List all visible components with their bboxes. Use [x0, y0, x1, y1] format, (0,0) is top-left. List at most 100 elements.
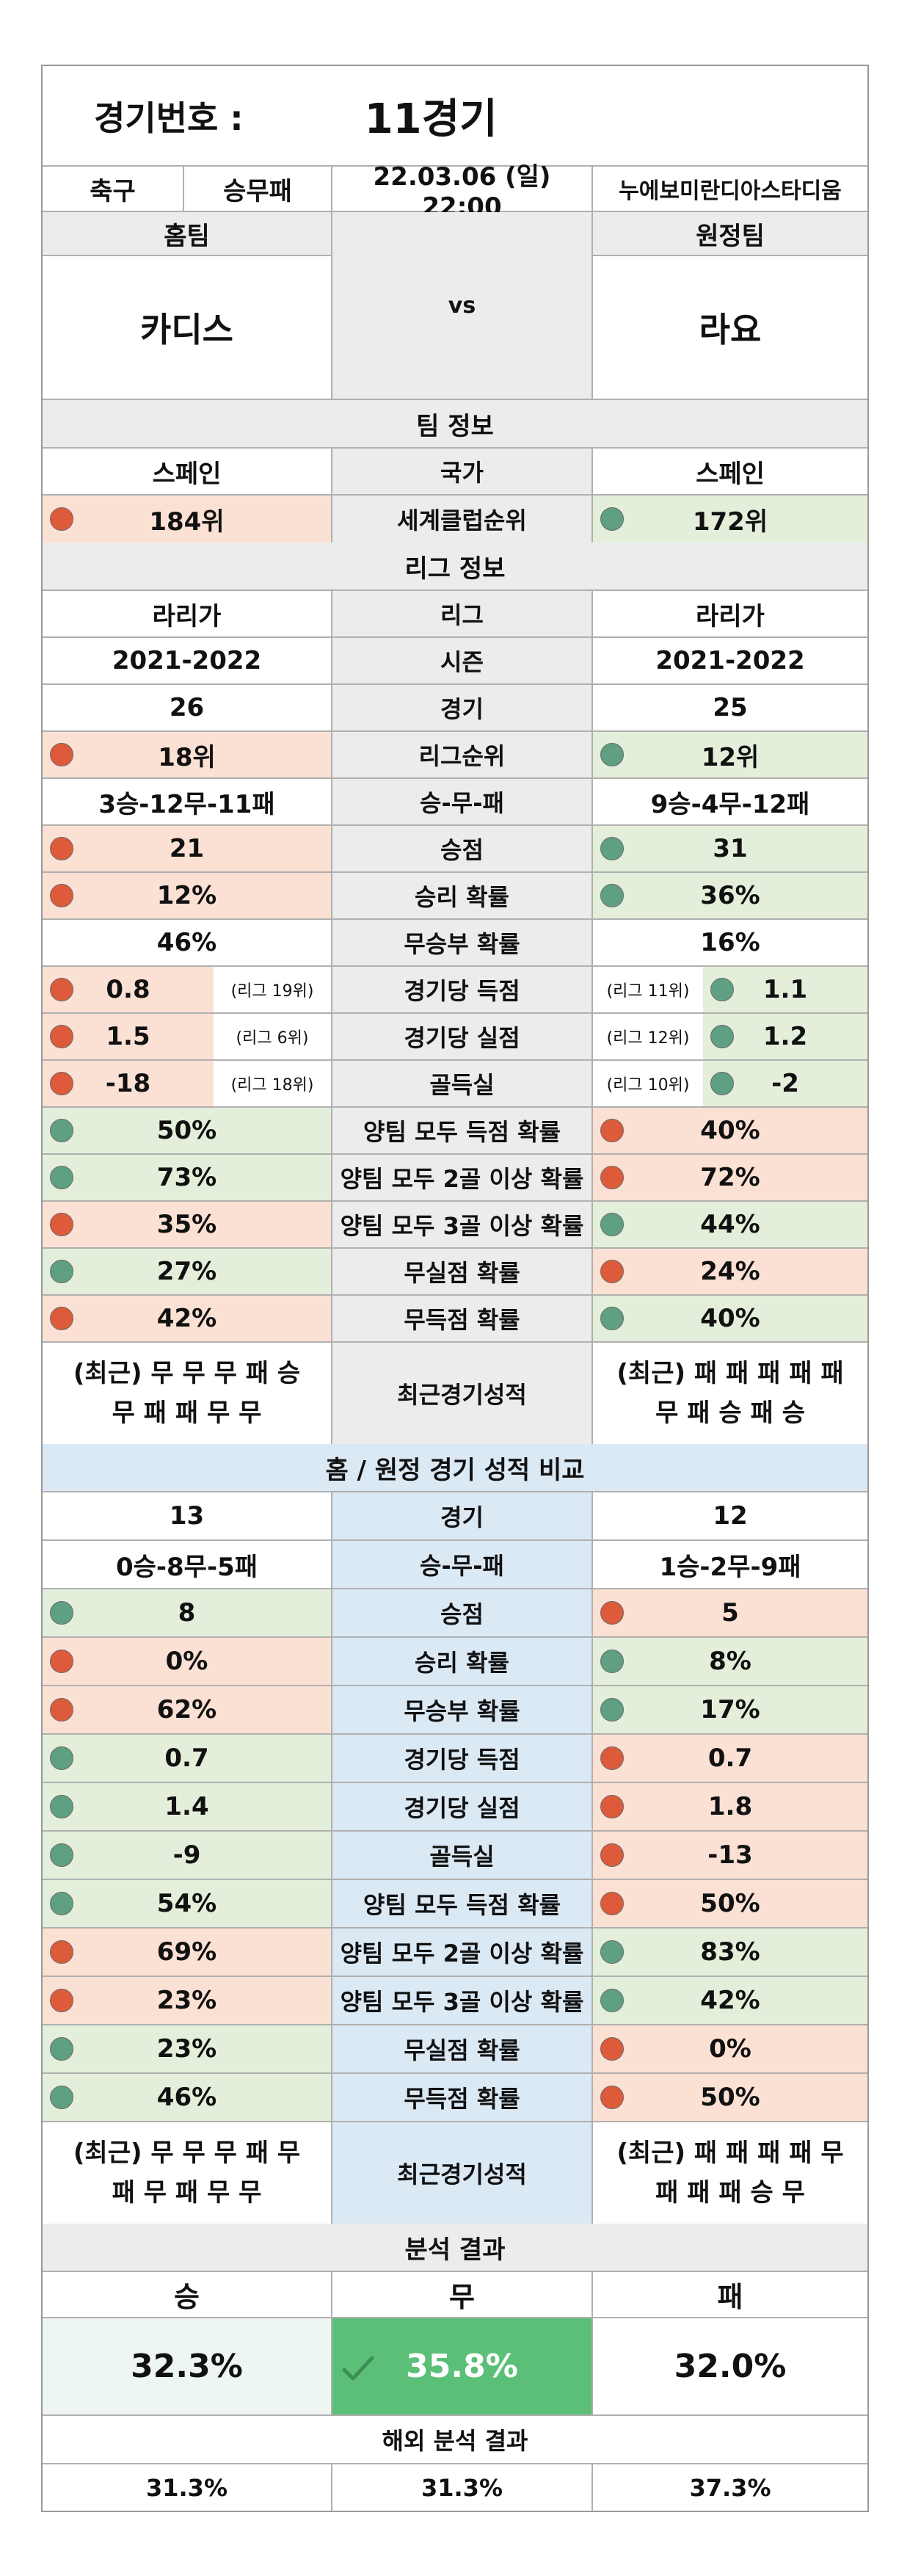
away-recent-line2: 무 패 승 패 승 [655, 1398, 805, 1428]
home-value: 12% [156, 881, 217, 910]
home-value-indicator-dot [50, 1119, 73, 1142]
away-team-label: 원정팀 [593, 212, 867, 256]
away-league-rank: (리그 11위) [593, 967, 703, 1012]
home-value: 50% [156, 1116, 217, 1145]
home-value: 0승-8무-5패 [115, 1552, 258, 1582]
away-value: 83% [700, 1937, 760, 1967]
league_info.rows-row: 46% 무승부 확률 16% [43, 920, 867, 967]
home-league-rank: (리그 6위) [214, 1014, 331, 1059]
home-split-main: 1.5 [43, 1014, 214, 1059]
away-split-cell: (리그 11위) 1.1 [593, 967, 867, 1012]
row-label: 양팀 모두 3골 이상 확률 [332, 1202, 593, 1247]
away-value: 1.1 [762, 975, 808, 1004]
away-value-cell: 36% [593, 873, 867, 918]
home-value-cell: 라리가 [43, 591, 332, 636]
home-value: 54% [156, 1889, 217, 1918]
home-value: -18 [105, 1069, 151, 1098]
away-value-indicator-dot [600, 1892, 624, 1915]
away-league-rank: (리그 10위) [593, 1061, 703, 1106]
away-value: 1.2 [762, 1022, 808, 1051]
home-recent-line1: (최근) 무 무 무 패 승 [73, 1359, 301, 1388]
away-value: 12위 [701, 742, 760, 772]
home-split-main: -18 [43, 1061, 214, 1106]
away-value-cell: 2021-2022 [593, 638, 867, 683]
win-label: 승 [43, 2272, 332, 2317]
away-value-cell: 44% [593, 1202, 867, 1247]
home-value-indicator-dot [50, 1166, 73, 1189]
home-indicator-dot [50, 1025, 73, 1048]
away-split-main: -2 [703, 1061, 867, 1106]
home-value-indicator-dot [50, 1260, 73, 1283]
overseas-win: 31.3% [43, 2464, 332, 2511]
home-value-cell: 23% [43, 1977, 332, 2024]
home-value: 23% [156, 1986, 217, 2015]
away-value-indicator-dot [600, 1213, 624, 1236]
row-label: 양팀 모두 3골 이상 확률 [332, 1977, 593, 2024]
home-value: 0% [165, 1647, 208, 1676]
home-value-indicator-dot [50, 1940, 73, 1964]
loss-label: 패 [717, 2281, 743, 2313]
away-value-cell: 16% [593, 920, 867, 965]
result-label-row: 승 무 패 [43, 2272, 867, 2318]
row-label: 무실점 확률 [332, 2025, 593, 2072]
row-label: 시즌 [332, 638, 593, 683]
away-value-cell: 0% [593, 2025, 867, 2072]
team-info-section: 팀 정보 스페인 국가 스페인 184위 세계클럽순위 172위 [43, 400, 867, 543]
home-value-cell: 73% [43, 1155, 332, 1200]
home-value-cell: 18위 [43, 732, 332, 777]
home-league-rank: (리그 19위) [214, 967, 331, 1012]
home-away-section: 홈 / 원정 경기 성적 비교 13 경기 12 0승-8무-5패 승-무-패 1승-2무-… [43, 1444, 867, 2224]
home_away.rows-row: 62% 무승부 확률 17% [43, 1686, 867, 1735]
away-value-cell: 라리가 [593, 591, 867, 636]
row-label: 골득실 [332, 1061, 593, 1106]
away-value-cell: 24% [593, 1249, 867, 1294]
home-value: 26 [169, 693, 205, 722]
team-info-title-row: 팀 정보 [43, 400, 867, 449]
row-label: 양팀 모두 득점 확률 [332, 1880, 593, 1927]
away-indicator-dot [710, 1072, 734, 1095]
away-value-indicator-dot [600, 1307, 624, 1330]
home-value-indicator-dot [50, 1746, 73, 1770]
league_info.rows-row: 라리가 리그 라리가 [43, 591, 867, 638]
overseas-loss: 37.3% [689, 2473, 771, 2502]
home-value-cell: 62% [43, 1686, 332, 1733]
row-label: 리그 [332, 591, 593, 636]
away-split-main: 1.2 [703, 1014, 867, 1059]
team-info-title: 팀 정보 [416, 411, 494, 441]
away-value-cell: 50% [593, 1880, 867, 1927]
home-value-cell: 26 [43, 685, 332, 730]
away-value-cell: 40% [593, 1296, 867, 1341]
home-value-cell: 42% [43, 1296, 332, 1341]
result-value-row: 32.3% 35.8% 32.0% [43, 2318, 867, 2416]
check-icon [342, 2356, 374, 2381]
team_info.rows-row: 스페인 국가 스페인 [43, 449, 867, 496]
home-value: -9 [172, 1840, 201, 1870]
away-league-rank: (리그 12위) [593, 1014, 703, 1059]
overseas-value-row: 31.3% 31.3% 37.3% [43, 2464, 867, 2511]
home-value-cell: 3승-12무-11패 [43, 779, 332, 824]
away-value-cell: 5 [593, 1589, 867, 1636]
away-value: 42% [700, 1986, 760, 2015]
overseas-title: 해외 분석 결과 [382, 2427, 528, 2455]
home-value-indicator-dot [50, 1892, 73, 1915]
home-split-cell: 1.5 (리그 6위) [43, 1014, 332, 1059]
home-team-name: 카디스 [140, 310, 233, 349]
away-value: 16% [700, 928, 760, 957]
away-value-cell: 9승-4무-12패 [593, 779, 867, 824]
draw-percent: 35.8% [406, 2348, 518, 2385]
home-value: 18위 [158, 742, 216, 772]
result-title-row: 분석 결과 [43, 2224, 867, 2272]
home-value: 0.8 [106, 975, 150, 1004]
away-value: 17% [700, 1695, 760, 1724]
home-value-cell: 13 [43, 1492, 332, 1539]
home-value-cell: 21 [43, 826, 332, 871]
home_away.rows-row: 0.7 경기당 득점 0.7 [43, 1735, 867, 1783]
away-value-indicator-dot [600, 1650, 624, 1673]
row-label: 양팀 모두 득점 확률 [332, 1108, 593, 1153]
row-label: 양팀 모두 2골 이상 확률 [332, 1155, 593, 1200]
home-value-indicator-dot [50, 507, 73, 531]
title-row: 경기번호 : 11경기 [43, 66, 867, 167]
